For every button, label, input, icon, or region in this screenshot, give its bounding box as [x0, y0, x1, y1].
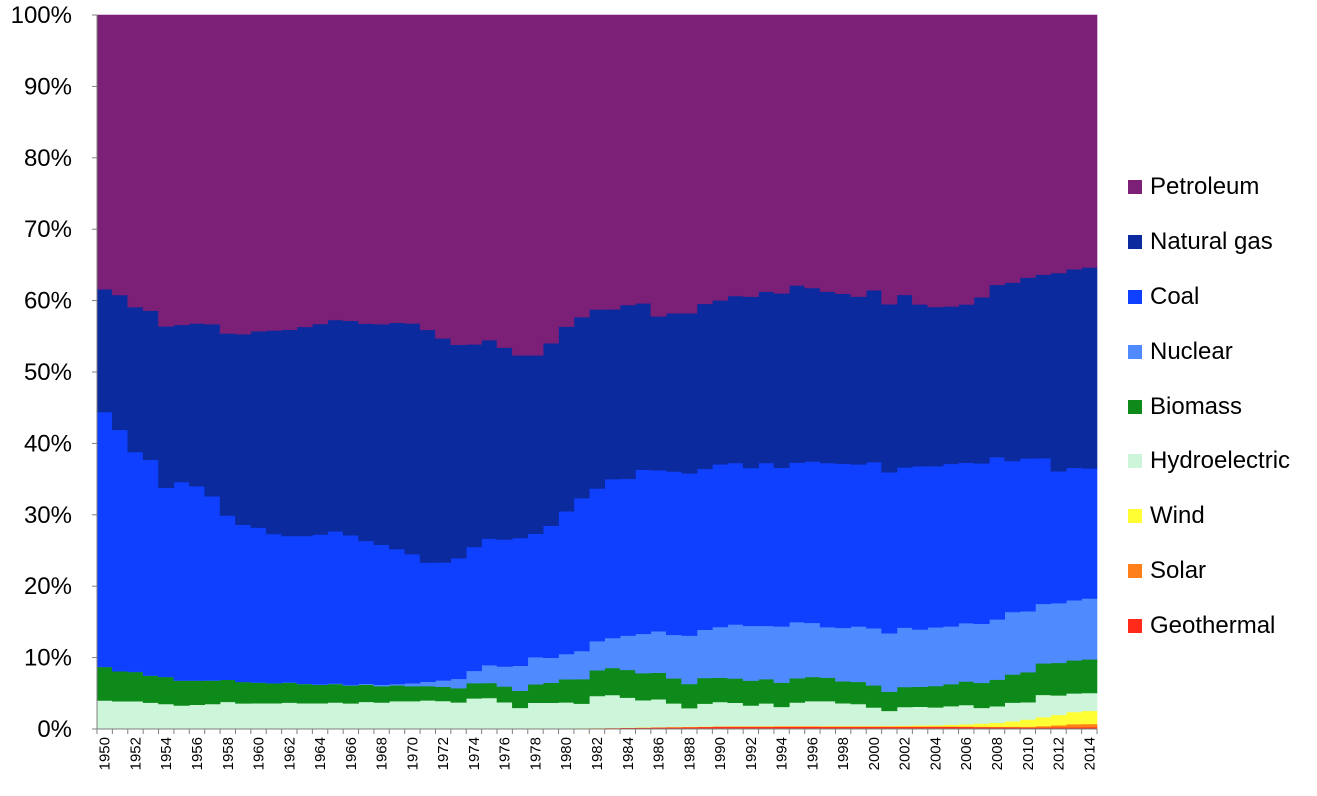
x-tick-label: 1954	[158, 737, 175, 770]
legend-swatch	[1128, 509, 1142, 524]
y-tick-label: 0%	[37, 716, 72, 743]
x-tick-label: 1978	[527, 737, 544, 770]
x-tick-label: 1974	[466, 737, 483, 770]
x-tick-label: 1956	[189, 737, 206, 770]
x-tick-label: 2000	[866, 737, 883, 770]
y-tick-label: 30%	[24, 502, 72, 529]
legend-swatch	[1128, 399, 1142, 414]
x-tick-label: 2012	[1051, 737, 1068, 770]
legend-item-solar: Solar	[1128, 544, 1290, 599]
y-tick-label: 100%	[11, 2, 72, 29]
x-tick-label: 1984	[620, 737, 637, 770]
legend-swatch	[1128, 235, 1142, 250]
legend-label: Coal	[1150, 282, 1200, 310]
x-tick-label: 1998	[835, 737, 852, 770]
x-tick-label: 1968	[374, 737, 391, 770]
legend-item-petroleum: Petroleum	[1128, 160, 1290, 215]
legend-item-coal: Coal	[1128, 270, 1290, 325]
x-tick-label: 1990	[712, 737, 729, 770]
y-tick-label: 90%	[24, 73, 72, 100]
y-tick-label: 50%	[24, 359, 72, 386]
legend-label: Natural gas	[1150, 228, 1273, 256]
x-tick-label: 1950	[97, 737, 114, 770]
axes: 0% 10% 20% 30% 40% 50% 60% 70% 80% 90% 100% 1950 195…	[11, 2, 1099, 770]
y-tick-label: 70%	[24, 216, 72, 243]
x-tick-label: 1982	[589, 737, 606, 770]
legend-swatch	[1128, 563, 1142, 578]
legend-label: Biomass	[1150, 392, 1243, 420]
x-tick-label: 1960	[251, 737, 268, 770]
legend-swatch	[1128, 344, 1142, 359]
plot-area	[96, 14, 1098, 730]
legend-swatch	[1128, 454, 1142, 469]
legend-item-natural-gas: Natural gas	[1128, 215, 1290, 270]
x-tick-label: 1962	[281, 737, 298, 770]
x-tick-label: 1994	[774, 737, 791, 770]
x-tick-label: 1986	[651, 737, 668, 770]
x-tick-label: 1972	[435, 737, 452, 770]
legend-swatch	[1128, 180, 1142, 195]
x-tick-label: 1958	[220, 737, 237, 770]
y-tick-label: 10%	[24, 645, 72, 672]
legend-label: Geothermal	[1150, 611, 1276, 639]
x-tick-label: 1952	[127, 737, 144, 770]
legend-item-geothermal: Geothermal	[1128, 598, 1290, 653]
legend-label: Hydroelectric	[1150, 447, 1291, 475]
legend-label: Nuclear	[1150, 337, 1233, 365]
x-tick-label: 1996	[804, 737, 821, 770]
legend-label: Petroleum	[1150, 173, 1260, 201]
x-tick-label: 1988	[681, 737, 698, 770]
x-tick-label: 2014	[1081, 737, 1098, 770]
legend-item-nuclear: Nuclear	[1128, 324, 1290, 379]
x-tick-label: 2006	[958, 737, 975, 770]
x-tick-label: 2008	[989, 737, 1006, 770]
x-tick-label: 2004	[927, 737, 944, 770]
x-tick-label: 1964	[312, 737, 329, 770]
x-tick-label: 1970	[404, 737, 421, 770]
x-tick-label: 2010	[1020, 737, 1037, 770]
legend-label: Solar	[1150, 556, 1207, 584]
area-petroleum	[96, 14, 1098, 356]
x-tick-label: 1966	[343, 737, 360, 770]
x-tick-label: 1980	[558, 737, 575, 770]
legend: Petroleum Natural gas Coal Nuclear Biomass Hy…	[1128, 160, 1290, 653]
x-tick-label: 1992	[743, 737, 760, 770]
legend-item-biomass: Biomass	[1128, 379, 1290, 434]
y-tick-label: 60%	[24, 288, 72, 315]
legend-item-hydroelectric: Hydroelectric	[1128, 434, 1290, 489]
legend-item-wind: Wind	[1128, 489, 1290, 544]
x-tick-label: 2002	[897, 737, 914, 770]
y-tick-label: 40%	[24, 430, 72, 457]
legend-label: Wind	[1150, 502, 1205, 530]
x-tick-label: 1976	[497, 737, 514, 770]
legend-swatch	[1128, 618, 1142, 633]
legend-swatch	[1128, 289, 1142, 304]
y-tick-label: 80%	[24, 145, 72, 172]
y-tick-label: 20%	[24, 573, 72, 600]
